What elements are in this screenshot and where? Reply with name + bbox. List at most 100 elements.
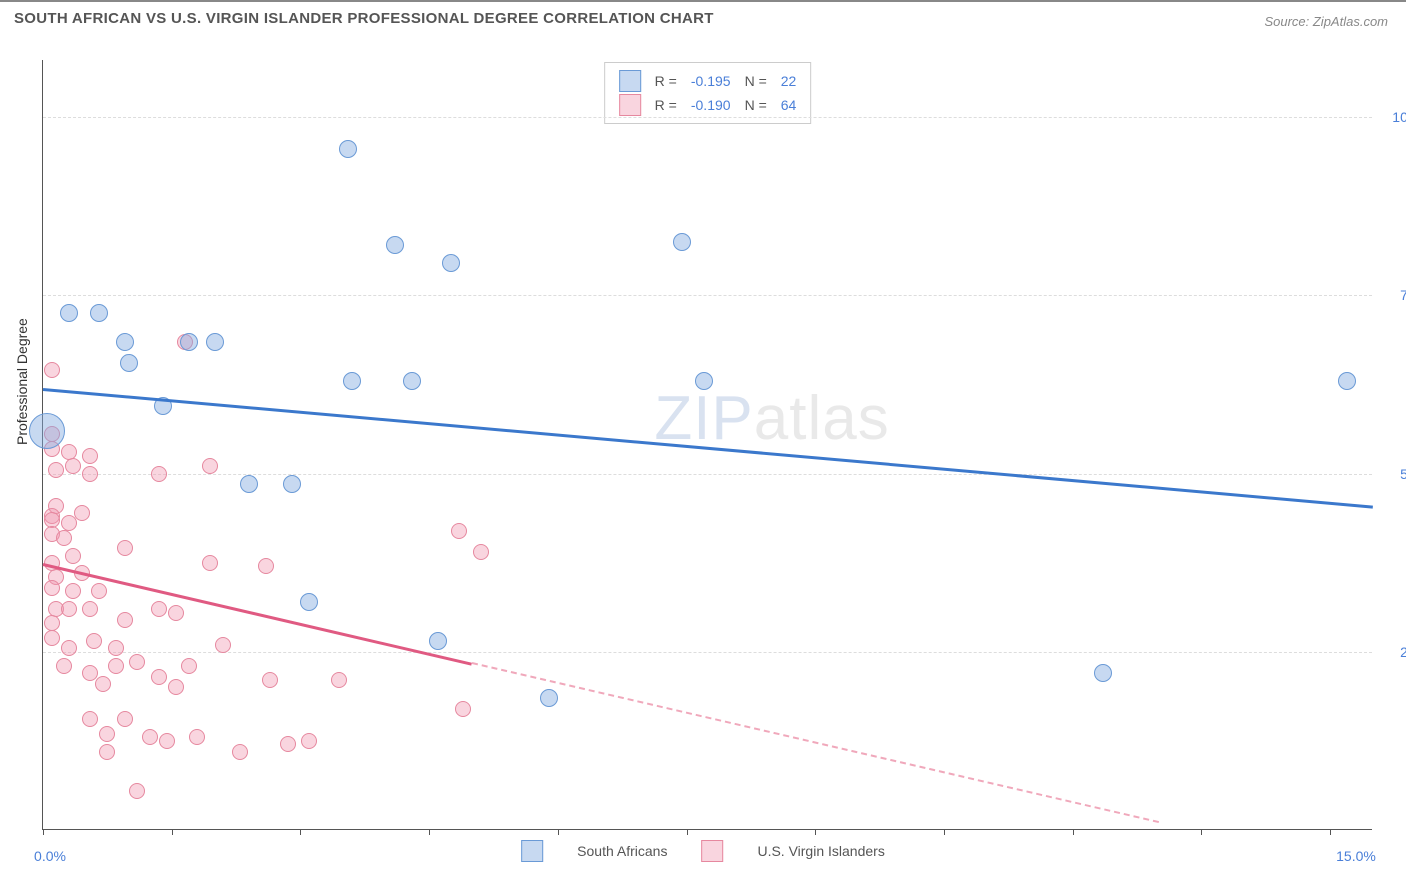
data-point-pink <box>82 711 98 727</box>
trend-line <box>43 563 473 666</box>
chart-source: Source: ZipAtlas.com <box>1264 14 1388 29</box>
watermark-atlas: atlas <box>754 384 890 453</box>
gridline-h <box>43 652 1372 653</box>
gridline-h <box>43 474 1372 475</box>
r-value-pink: -0.190 <box>691 93 731 117</box>
data-point-pink <box>189 729 205 745</box>
data-point-pink <box>168 605 184 621</box>
data-point-blue <box>386 236 404 254</box>
data-point-pink <box>215 637 231 653</box>
gridline-h <box>43 117 1372 118</box>
data-point-pink <box>301 733 317 749</box>
data-point-pink <box>331 672 347 688</box>
data-point-pink <box>91 583 107 599</box>
data-point-blue <box>90 304 108 322</box>
data-point-pink <box>56 658 72 674</box>
data-point-blue <box>339 140 357 158</box>
data-point-pink <box>65 583 81 599</box>
r-value-blue: -0.195 <box>691 69 731 93</box>
data-point-pink <box>117 540 133 556</box>
data-point-blue <box>1094 664 1112 682</box>
x-tick <box>687 829 688 835</box>
data-point-pink <box>142 729 158 745</box>
x-axis-max-label: 15.0% <box>1336 848 1376 864</box>
r-label: R = <box>655 93 677 117</box>
legend-label-blue: South Africans <box>577 843 667 859</box>
data-point-pink <box>44 630 60 646</box>
data-point-pink <box>82 466 98 482</box>
data-point-pink <box>108 640 124 656</box>
data-point-pink <box>44 362 60 378</box>
data-point-pink <box>451 523 467 539</box>
n-value-pink: 64 <box>781 93 797 117</box>
data-point-blue <box>1338 372 1356 390</box>
chart-plot-area: ZIPatlas R = -0.195 N = 22 R = -0.190 N … <box>42 60 1372 830</box>
x-axis-min-label: 0.0% <box>34 848 66 864</box>
data-point-pink <box>117 612 133 628</box>
series-legend: South Africans U.S. Virgin Islanders <box>521 840 885 862</box>
data-point-blue <box>429 632 447 650</box>
x-tick <box>43 829 44 835</box>
data-point-blue <box>180 333 198 351</box>
n-label: N = <box>745 93 767 117</box>
data-point-blue <box>673 233 691 251</box>
y-tick-label: 5.0% <box>1382 466 1406 482</box>
x-tick <box>172 829 173 835</box>
data-point-pink <box>473 544 489 560</box>
data-point-pink <box>202 458 218 474</box>
data-point-blue <box>283 475 301 493</box>
legend-label-pink: U.S. Virgin Islanders <box>757 843 884 859</box>
x-tick <box>1330 829 1331 835</box>
data-point-blue <box>695 372 713 390</box>
data-point-pink <box>56 530 72 546</box>
stats-row-pink: R = -0.190 N = 64 <box>619 93 797 117</box>
data-point-pink <box>61 601 77 617</box>
data-point-pink <box>44 580 60 596</box>
y-axis-label: Professional Degree <box>14 318 30 445</box>
data-point-pink <box>95 676 111 692</box>
data-point-blue <box>120 354 138 372</box>
x-tick <box>1201 829 1202 835</box>
data-point-pink <box>159 733 175 749</box>
gridline-h <box>43 295 1372 296</box>
watermark: ZIPatlas <box>654 383 889 454</box>
data-point-blue <box>29 413 65 449</box>
n-value-blue: 22 <box>781 69 797 93</box>
data-point-pink <box>82 601 98 617</box>
data-point-blue <box>343 372 361 390</box>
trend-line-dashed <box>472 662 1159 823</box>
x-tick <box>558 829 559 835</box>
data-point-pink <box>99 726 115 742</box>
stats-row-blue: R = -0.195 N = 22 <box>619 69 797 93</box>
data-point-blue <box>116 333 134 351</box>
x-tick <box>300 829 301 835</box>
swatch-blue <box>619 70 641 92</box>
data-point-pink <box>65 548 81 564</box>
chart-header: SOUTH AFRICAN VS U.S. VIRGIN ISLANDER PR… <box>0 0 1406 46</box>
y-tick-label: 7.5% <box>1382 287 1406 303</box>
data-point-blue <box>403 372 421 390</box>
data-point-pink <box>232 744 248 760</box>
data-point-pink <box>65 458 81 474</box>
r-label: R = <box>655 69 677 93</box>
legend-swatch-blue <box>521 840 543 862</box>
data-point-pink <box>202 555 218 571</box>
data-point-pink <box>86 633 102 649</box>
data-point-pink <box>181 658 197 674</box>
x-tick <box>944 829 945 835</box>
data-point-pink <box>61 640 77 656</box>
data-point-pink <box>262 672 278 688</box>
n-label: N = <box>745 69 767 93</box>
data-point-blue <box>540 689 558 707</box>
data-point-pink <box>48 462 64 478</box>
data-point-pink <box>117 711 133 727</box>
chart-title: SOUTH AFRICAN VS U.S. VIRGIN ISLANDER PR… <box>14 10 714 27</box>
data-point-pink <box>129 654 145 670</box>
y-tick-label: 2.5% <box>1382 644 1406 660</box>
data-point-pink <box>129 783 145 799</box>
data-point-pink <box>455 701 471 717</box>
data-point-blue <box>300 593 318 611</box>
data-point-pink <box>82 448 98 464</box>
data-point-blue <box>240 475 258 493</box>
data-point-pink <box>151 601 167 617</box>
